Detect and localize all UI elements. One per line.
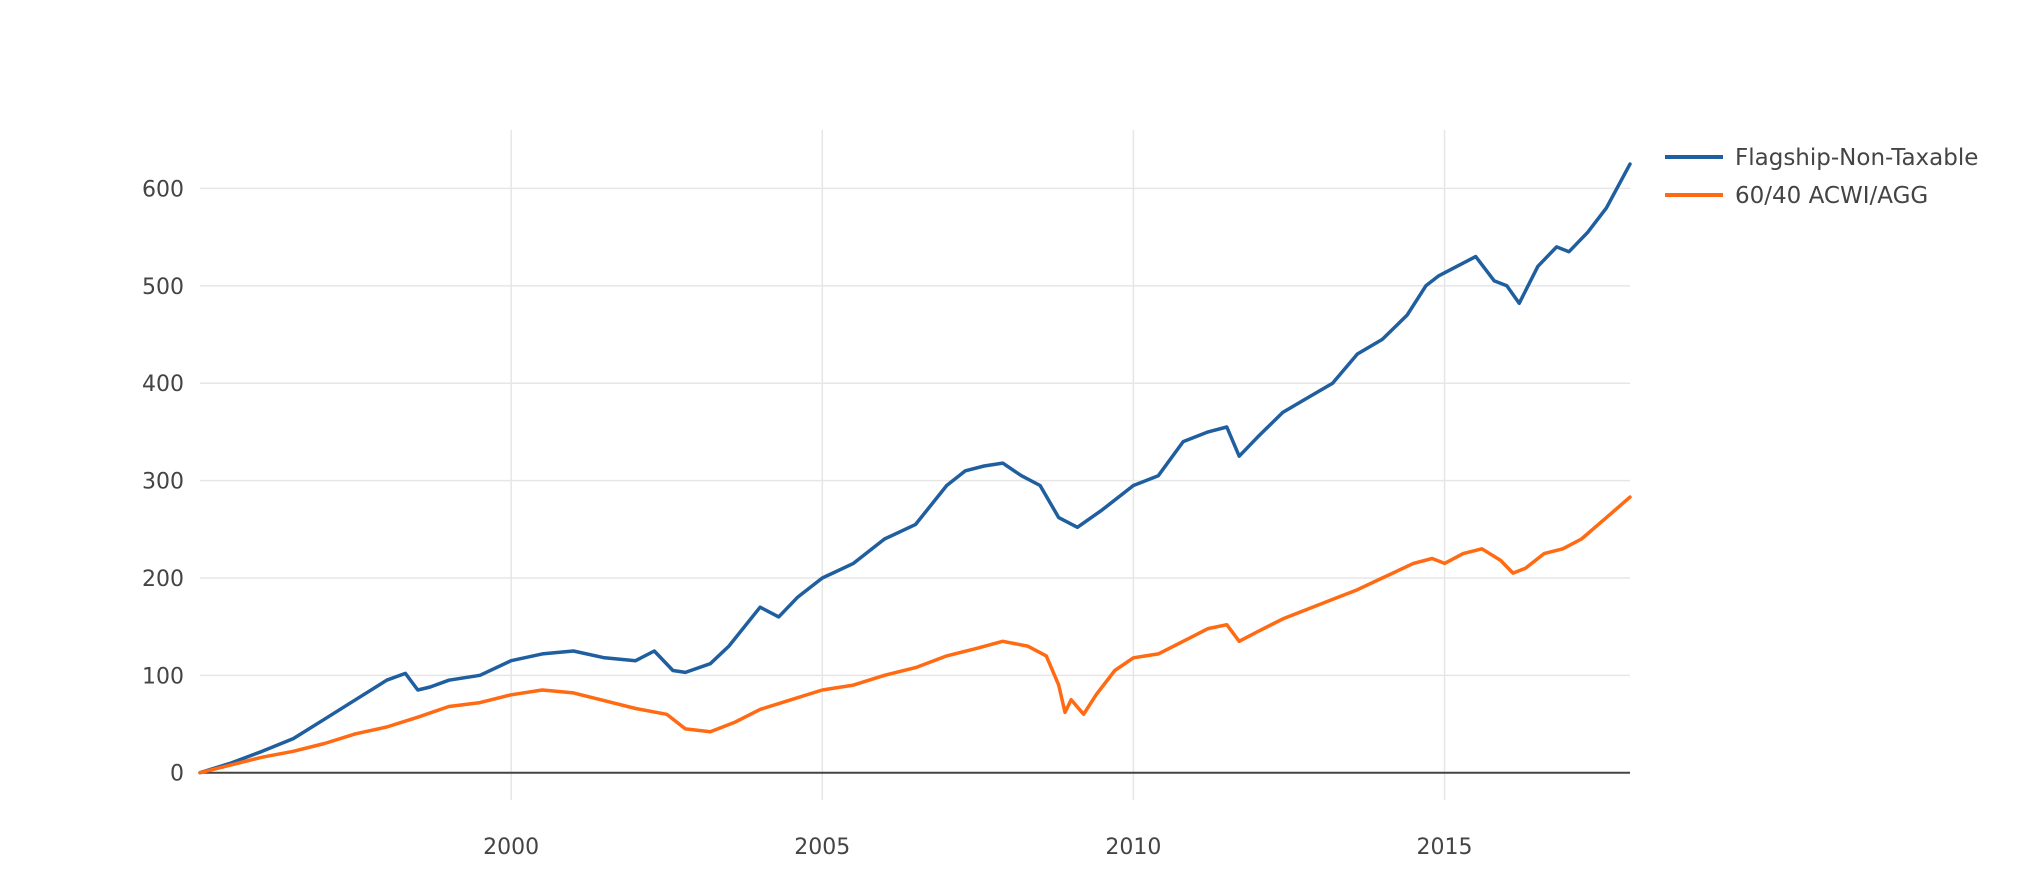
x-tick-label: 2010: [1105, 835, 1161, 860]
series-line-0: [198, 162, 1632, 775]
axes: 0 100 200 300 400 500 600 2000 2005 2010 2015: [142, 177, 1630, 860]
y-tick-label: 100: [142, 664, 184, 689]
legend[interactable]: Flagship-Non-Taxable 60/40 ACWI/AGG: [1665, 145, 1978, 209]
y-tick-label: 600: [142, 177, 184, 202]
legend-label: 60/40 ACWI/AGG: [1735, 183, 1928, 209]
y-tick-label: 300: [142, 470, 184, 495]
y-tick-label: 400: [142, 372, 184, 397]
y-tick-label: 0: [170, 762, 184, 787]
x-tick-label: 2000: [483, 835, 539, 860]
series-line-1: [198, 495, 1632, 775]
y-tick-label: 200: [142, 567, 184, 592]
legend-item-1[interactable]: 60/40 ACWI/AGG: [1665, 183, 1928, 209]
gridlines: [200, 130, 1630, 800]
series-lines: [198, 162, 1632, 775]
legend-item-0[interactable]: Flagship-Non-Taxable: [1665, 145, 1978, 171]
x-tick-label: 2015: [1417, 835, 1473, 860]
y-tick-label: 500: [142, 275, 184, 300]
x-tick-label: 2005: [794, 835, 850, 860]
legend-label: Flagship-Non-Taxable: [1735, 145, 1978, 171]
